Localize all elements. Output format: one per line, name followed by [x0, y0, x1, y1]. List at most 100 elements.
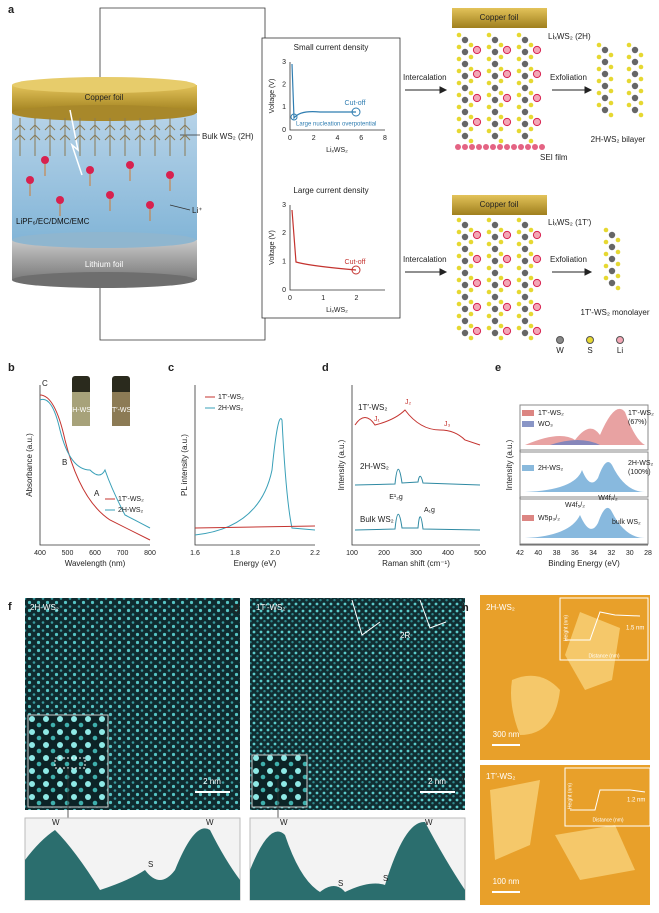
w-atom	[491, 269, 499, 277]
label: 2H-WS₂	[68, 407, 94, 414]
s-atom	[468, 138, 474, 144]
w-atom	[461, 317, 469, 325]
li-atom	[472, 45, 482, 55]
s-atom	[626, 42, 632, 48]
sei	[476, 144, 482, 150]
dendrite	[104, 118, 116, 156]
s-atom	[516, 128, 522, 134]
w-atom	[521, 96, 529, 104]
label: g	[233, 601, 240, 613]
label: 1T′-WS₂	[538, 410, 564, 417]
w-atom	[521, 221, 529, 229]
w-atom	[521, 245, 529, 253]
s-atom	[486, 104, 492, 110]
w-atom	[521, 48, 529, 56]
s-atom	[486, 277, 492, 283]
s-atom	[498, 126, 504, 132]
line: 2H-WS₂	[628, 460, 654, 467]
x-tick-label: 700	[117, 550, 129, 557]
label: 1T′-WS₂	[486, 772, 516, 781]
x-tick-label: 1	[321, 295, 325, 302]
w-atom	[521, 233, 529, 241]
w-atom	[631, 70, 639, 78]
s-atom	[638, 52, 644, 58]
x-tick-label: 1.8	[230, 550, 240, 557]
label: Large current density	[293, 186, 368, 195]
s-atom	[498, 78, 504, 84]
s-atom	[456, 325, 462, 331]
label: 1.5 nm	[626, 626, 644, 632]
label: W	[52, 818, 60, 827]
label: LiPF₆/EC/DMC/EMC	[16, 217, 90, 226]
s-atom	[528, 78, 534, 84]
sei	[532, 144, 538, 150]
s-atom	[486, 265, 492, 271]
s-atom	[498, 335, 504, 341]
label: Li⁺	[192, 206, 202, 215]
label: Copper foil	[480, 200, 519, 209]
x-tick-label: 32	[608, 550, 616, 557]
w-atom	[461, 108, 469, 116]
label: 2H-WS₂	[218, 405, 244, 412]
sei	[490, 144, 496, 150]
s-atom	[468, 42, 474, 48]
s-atom	[456, 265, 462, 271]
s-atom	[486, 32, 492, 38]
label: h	[462, 602, 469, 614]
s-atom	[468, 90, 474, 96]
li-atom	[532, 254, 542, 264]
x-tick-label: 100	[346, 550, 358, 557]
s-atom	[626, 66, 632, 72]
label: 1T′-WS₂ monolayer	[580, 308, 649, 317]
s-atom	[456, 80, 462, 86]
s-atom	[608, 76, 614, 82]
sei	[455, 144, 461, 150]
li-ion	[86, 166, 94, 174]
li-atom	[472, 69, 482, 79]
s-atom	[456, 104, 462, 110]
li-atom	[532, 302, 542, 312]
s-atom	[608, 88, 614, 94]
label: Exfoliation	[550, 255, 587, 264]
s-atom	[528, 275, 534, 281]
s-atom	[528, 311, 534, 317]
w-atom	[461, 293, 469, 301]
s-atom	[468, 66, 474, 72]
s-atom	[486, 289, 492, 295]
s-atom	[626, 102, 632, 108]
label: PL intensity (a.u.)	[180, 434, 189, 496]
label: 1T′-WS₂	[256, 603, 286, 612]
li-atom	[502, 69, 512, 79]
label: Distance (nm)	[592, 817, 623, 823]
s-atom	[498, 251, 504, 257]
li-atom	[532, 230, 542, 240]
li-ion	[166, 171, 174, 179]
y-tick-label: 0	[282, 287, 286, 294]
li-atom	[532, 45, 542, 55]
w-atom	[461, 120, 469, 128]
li-atom	[532, 69, 542, 79]
s-atom	[516, 68, 522, 74]
w-atom	[491, 36, 499, 44]
s-atom	[456, 32, 462, 38]
li-ion	[56, 196, 64, 204]
label: Cut-off	[345, 100, 366, 107]
label: 2H-WS₂	[30, 603, 59, 612]
legend-dot	[556, 336, 564, 344]
x-tick-label: 0	[288, 135, 292, 142]
label: 2H-WS₂	[538, 465, 564, 472]
label: S	[148, 860, 153, 869]
s-atom	[468, 311, 474, 317]
x-tick-label: 300	[410, 550, 422, 557]
battery	[12, 7, 266, 341]
s-atom	[638, 64, 644, 70]
s-atom	[498, 263, 504, 269]
li-atom	[472, 278, 482, 288]
label: J₃	[444, 421, 451, 428]
s-atom	[456, 56, 462, 62]
label: LiₓWS₂	[326, 147, 348, 154]
legend-swatch	[522, 515, 534, 521]
w-atom	[461, 329, 469, 337]
s-atom	[603, 263, 609, 269]
